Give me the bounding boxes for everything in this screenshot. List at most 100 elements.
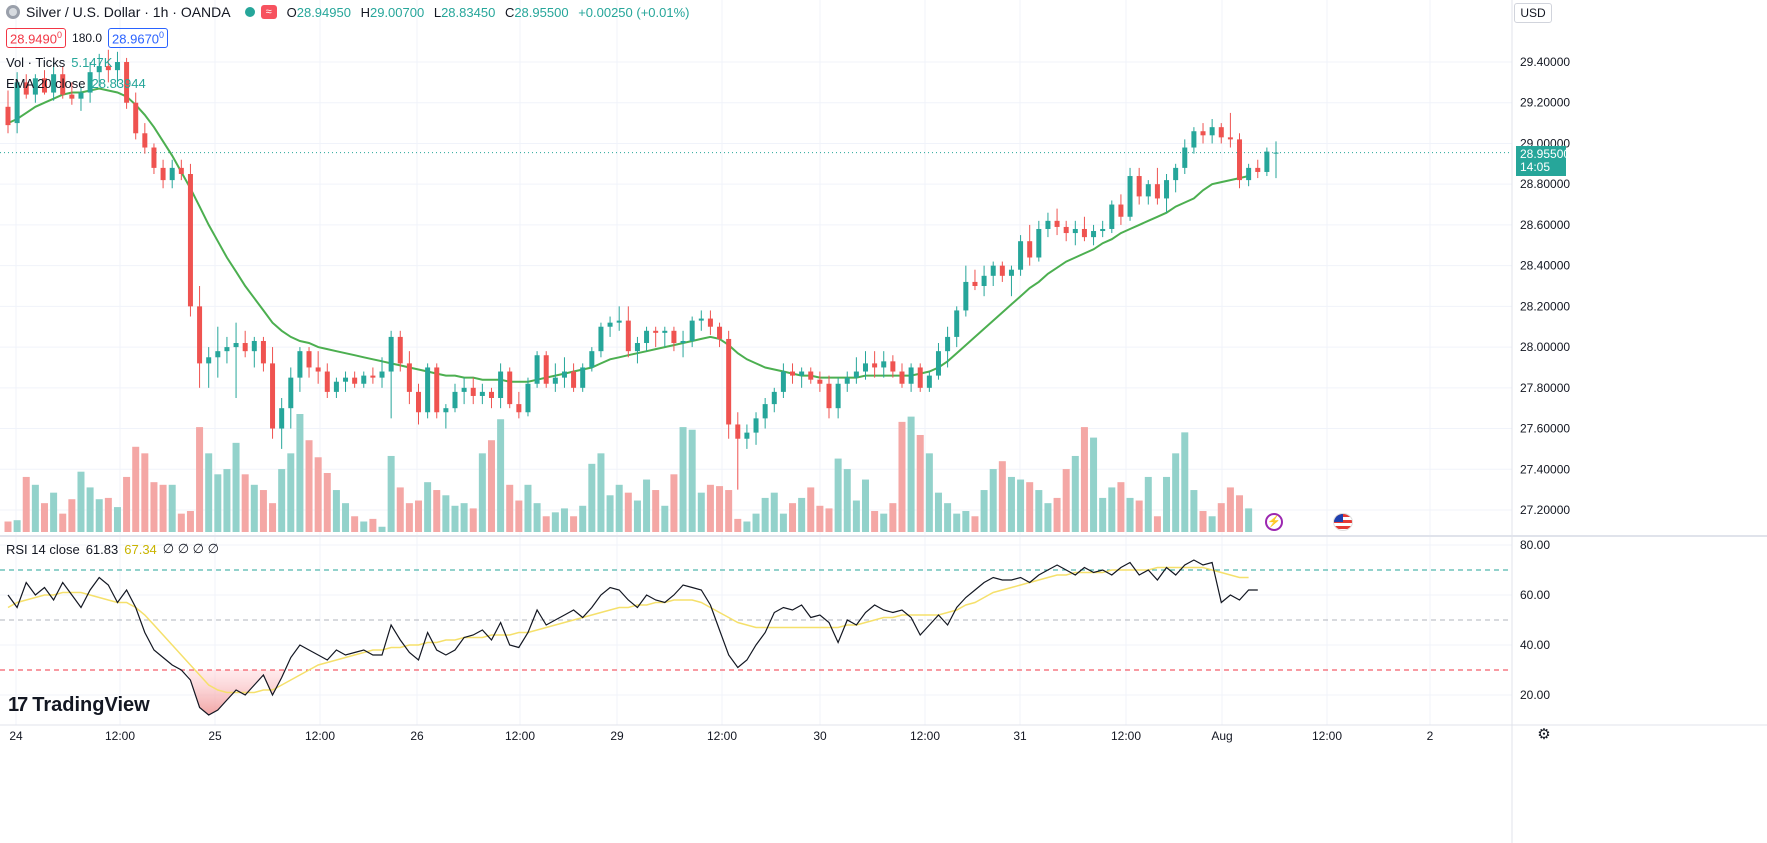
volume-bar [789, 503, 797, 532]
sell-price-box[interactable]: 28.94900 [6, 28, 67, 49]
candle-body [324, 371, 330, 392]
candle-body [717, 326, 723, 339]
candle-body [333, 381, 339, 392]
volume-bar [150, 482, 158, 532]
ema-legend[interactable]: EMA 20 close 28.83944 [6, 76, 146, 91]
candle-body [917, 367, 923, 388]
rsi-ma-line [7, 566, 1249, 694]
candle-body [571, 371, 577, 388]
volume-bar [497, 419, 505, 532]
candle-body [260, 340, 266, 364]
volume-bar [433, 490, 441, 532]
volume-bar [1099, 497, 1107, 532]
volume-bar [232, 442, 240, 532]
symbol-title[interactable]: Silver / U.S. Dollar · 1h · OANDA [26, 4, 231, 20]
price-tick-label: 27.40000 [1520, 462, 1570, 476]
candle-body [498, 371, 504, 398]
volume-bar [223, 469, 231, 532]
wave-badge-icon[interactable]: ≈ [260, 5, 277, 19]
candle-body [1008, 269, 1014, 276]
candle-body [1063, 226, 1069, 234]
time-tick-label: 24 [9, 729, 23, 743]
price-tick-label: 27.80000 [1520, 381, 1570, 395]
candle-body [151, 147, 157, 168]
volume-bar [798, 497, 806, 532]
rsi-axis[interactable]: 80.00 60.00 40.00 20.00 [1520, 538, 1550, 702]
time-tick-label: 12:00 [1111, 729, 1141, 743]
volume-bar [31, 484, 39, 532]
candle-body [124, 62, 130, 103]
tradingview-logo[interactable]: 17 TradingView [8, 694, 150, 717]
volume-legend[interactable]: Vol · Ticks 5.147K [6, 55, 113, 70]
volume-bar [652, 490, 660, 532]
volume-bar [86, 487, 94, 532]
candle-body [543, 355, 549, 384]
volume-bar [560, 508, 568, 532]
volume-bar [22, 476, 30, 532]
candle-body [1255, 167, 1261, 172]
volume-bar [113, 507, 121, 532]
volume-bar [524, 484, 532, 532]
us-flag-icon[interactable] [1333, 513, 1353, 531]
volume-bar [123, 476, 131, 532]
candle-body [1173, 167, 1179, 181]
candle-body [607, 322, 613, 327]
volume-bar [880, 513, 888, 532]
volume-bar [369, 518, 377, 532]
candle-body [96, 66, 102, 73]
candle-body [105, 66, 111, 71]
candle-body [908, 367, 914, 384]
volume-bar [405, 503, 413, 532]
candle-body [507, 371, 513, 405]
candle-body [425, 367, 431, 413]
volume-bar [442, 495, 450, 532]
candle-body [653, 330, 659, 333]
volume-bar [515, 500, 523, 532]
candle-body [160, 167, 166, 181]
volume-bar [159, 484, 167, 532]
time-tick-label: 25 [208, 729, 222, 743]
close-value: 28.95500 [514, 4, 569, 20]
volume-bar [241, 474, 249, 532]
volume-bar [314, 457, 322, 532]
volume-bar [1108, 487, 1116, 532]
volume-bar [752, 513, 760, 532]
candle-body [379, 371, 385, 378]
candle-body [32, 78, 38, 95]
volume-bar [1090, 437, 1098, 532]
volume-bar [643, 479, 651, 532]
rsi-legend[interactable]: RSI 14 close 61.83 67.34 ∅ ∅ ∅ ∅ [6, 541, 219, 557]
candle-body [288, 377, 294, 409]
candle-body [206, 357, 212, 364]
volume-bar [460, 503, 468, 532]
volume-bar [351, 516, 359, 532]
candle-body [23, 82, 29, 95]
candle-body [488, 391, 494, 398]
volume-bar [269, 503, 277, 532]
price-axis[interactable]: 29.4000029.2000029.0000028.8000028.60000… [1520, 55, 1570, 517]
time-tick-label: 12:00 [1312, 729, 1342, 743]
volume-bar [1199, 511, 1207, 532]
price-tick-label: 29.40000 [1520, 55, 1570, 69]
time-axis[interactable]: 24 12:00 25 12:00 26 12:00 29 12:00 30 12:00 31 12:… [9, 729, 1433, 743]
price-tick-label: 28.80000 [1520, 177, 1570, 191]
volume-bar [1126, 497, 1134, 532]
volume-bar [633, 500, 641, 532]
price-tick-label: 27.20000 [1520, 503, 1570, 517]
gear-icon[interactable]: ⚙ [1537, 726, 1551, 743]
volume-bar [588, 463, 596, 532]
volume-bar [779, 513, 787, 532]
volume-bar [989, 469, 997, 532]
candle-body [242, 343, 248, 352]
lightning-icon[interactable]: ⚡ [1265, 513, 1283, 531]
price-tick-label: 29.20000 [1520, 96, 1570, 110]
rsi-line [7, 559, 1258, 716]
volume-bar [670, 474, 678, 532]
candle-body [662, 330, 668, 333]
currency-button[interactable]: USD [1514, 3, 1552, 23]
volume-bar [1117, 482, 1125, 532]
buy-price-box[interactable]: 28.96700 [108, 28, 169, 49]
volume-bar [451, 505, 459, 532]
volume-bar [807, 487, 815, 532]
